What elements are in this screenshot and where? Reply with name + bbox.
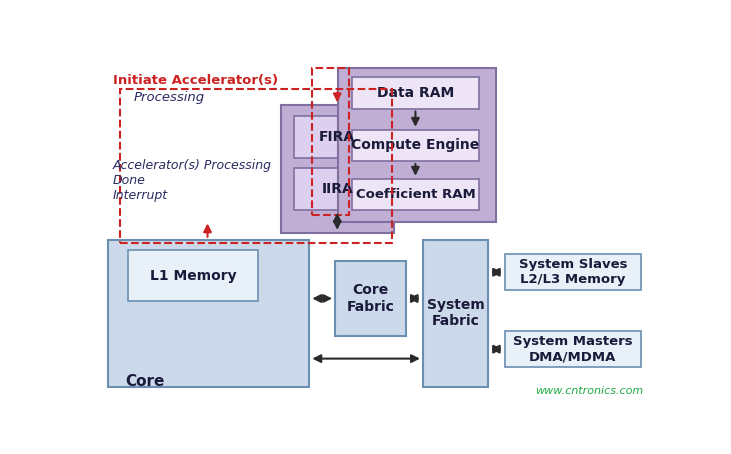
Text: FIRA: FIRA — [319, 130, 355, 143]
Bar — [352, 178, 480, 210]
Bar — [352, 77, 480, 109]
Bar — [505, 254, 641, 291]
Text: Core
Fabric: Core Fabric — [346, 283, 395, 314]
Text: www.cntronics.com: www.cntronics.com — [536, 386, 644, 396]
Bar — [120, 89, 392, 243]
Bar — [294, 116, 380, 158]
Bar — [335, 261, 406, 336]
Text: Processing: Processing — [134, 91, 205, 104]
Text: Coefficient RAM: Coefficient RAM — [355, 188, 475, 201]
Text: System
Fabric: System Fabric — [427, 298, 485, 328]
Text: Initiate Accelerator(s): Initiate Accelerator(s) — [113, 74, 278, 87]
Text: System Slaves
L2/L3 Memory: System Slaves L2/L3 Memory — [519, 258, 627, 286]
Text: Accelerator(s) Processing
Done
Interrupt: Accelerator(s) Processing Done Interrupt — [113, 159, 272, 202]
Text: Data RAM: Data RAM — [376, 86, 454, 100]
Text: L1 Memory: L1 Memory — [150, 269, 237, 283]
Bar — [281, 105, 395, 233]
Bar — [352, 130, 480, 161]
Bar — [338, 69, 496, 222]
Bar — [128, 250, 259, 301]
Bar — [505, 331, 641, 367]
Bar — [423, 240, 488, 386]
Text: System Masters
DMA/MDMA: System Masters DMA/MDMA — [513, 335, 633, 363]
Bar — [312, 69, 349, 215]
Bar — [294, 168, 380, 210]
Text: IIRA: IIRA — [322, 182, 353, 196]
Bar — [108, 240, 309, 386]
Text: Compute Engine: Compute Engine — [352, 138, 480, 153]
Text: Core: Core — [126, 374, 165, 389]
